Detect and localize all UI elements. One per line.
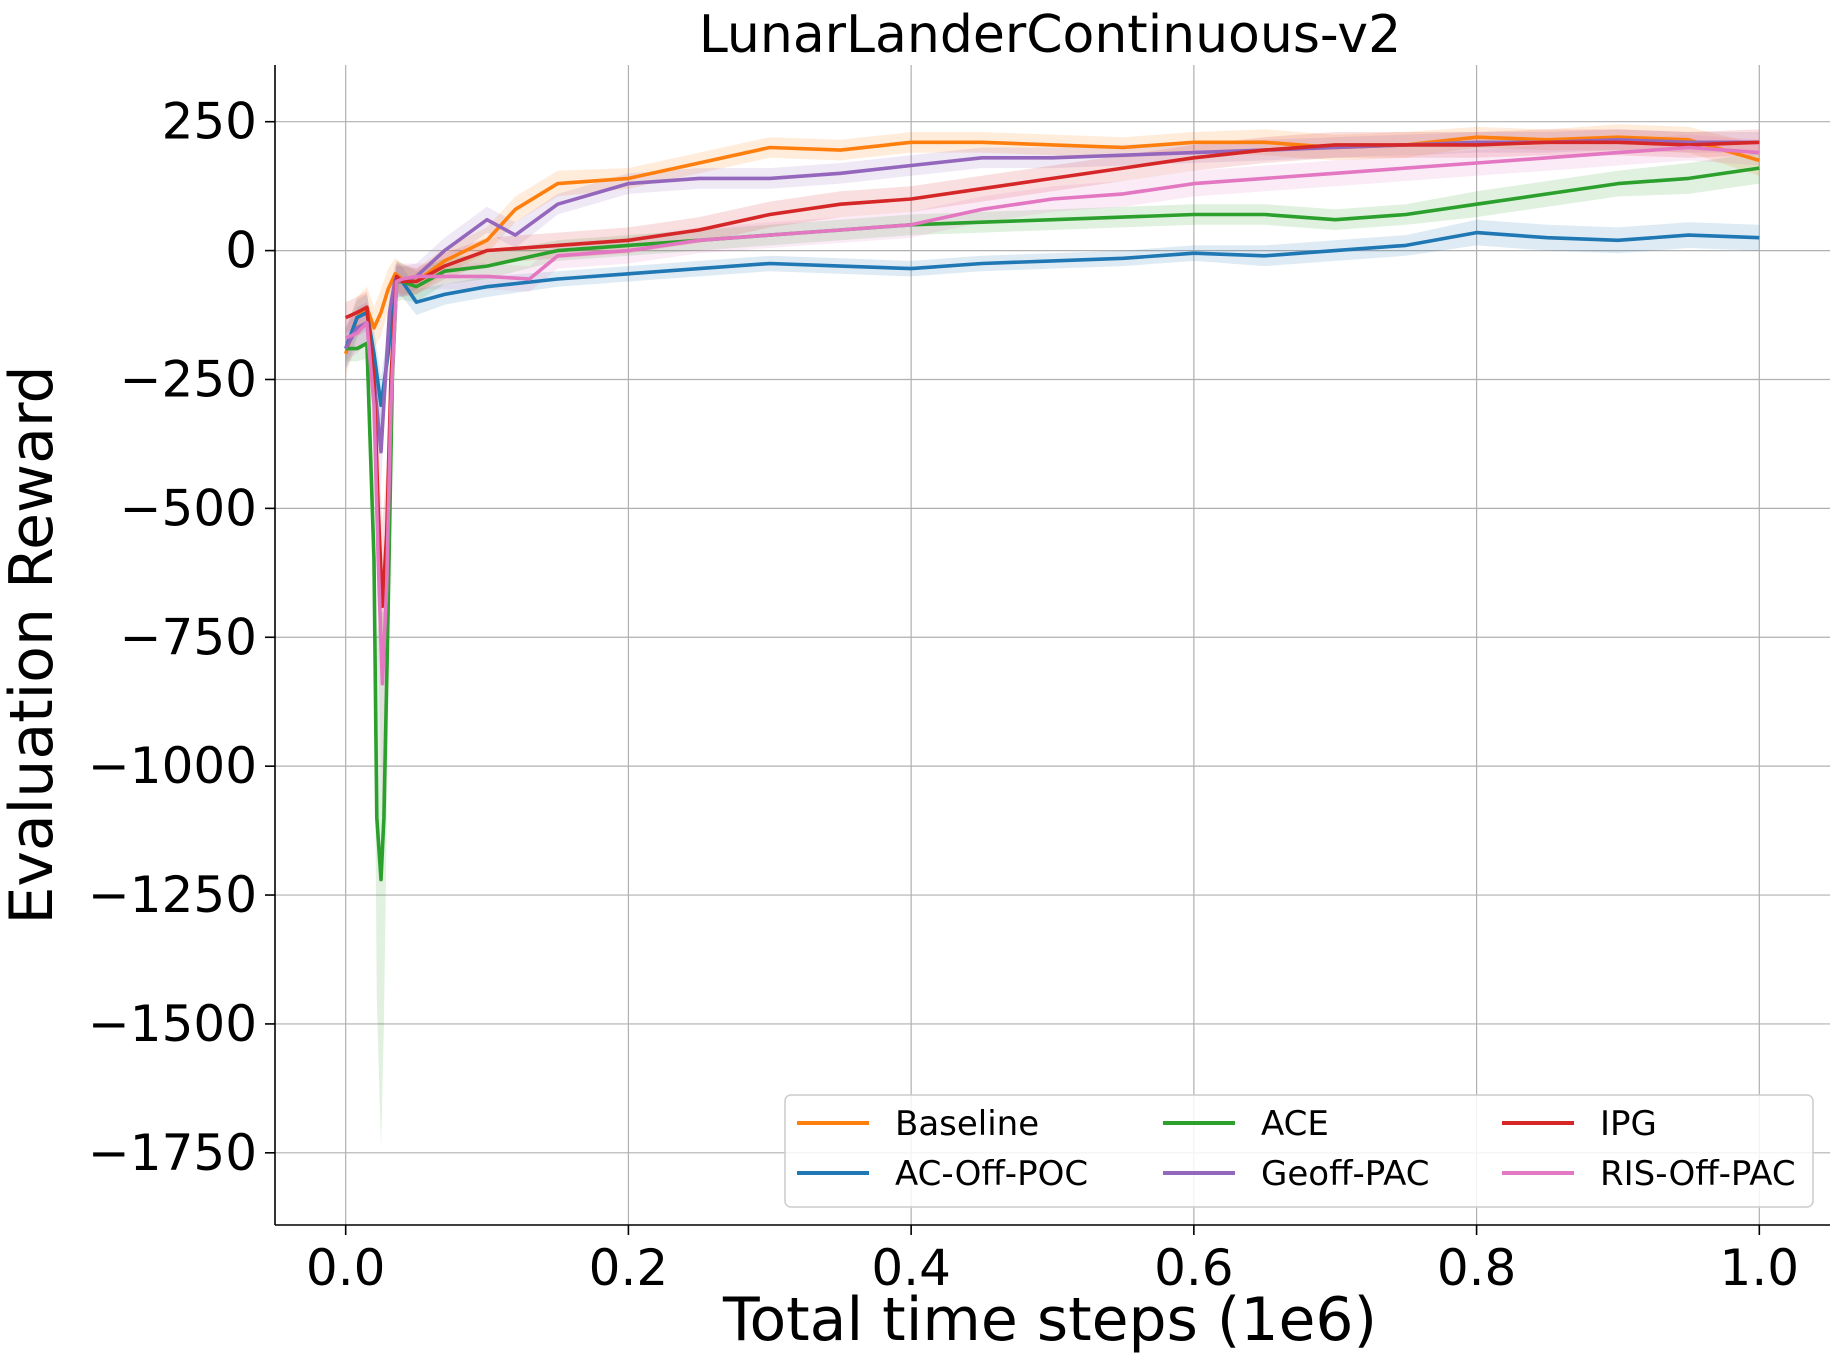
y-tick-label: −1500 (88, 995, 257, 1053)
grid-lines (275, 65, 1830, 1225)
y-axis-ticks: 250 0 −250 −500 −750 −1000 −1250 −1500 −1750 (88, 93, 275, 1182)
y-tick-label: −750 (120, 608, 257, 666)
legend-entry-ac-off-poc: AC-Off-POC (895, 1154, 1088, 1194)
confidence-bands (345, 124, 1760, 1148)
band-ac-off-poc (345, 219, 1760, 434)
x-tick-label: 0.8 (1437, 1239, 1517, 1297)
legend-entry-baseline: Baseline (895, 1104, 1039, 1144)
legend-entry-ace: ACE (1261, 1104, 1329, 1144)
y-tick-label: −500 (120, 479, 257, 537)
legend-entry-geoff-pac: Geoff-PAC (1261, 1154, 1430, 1194)
y-tick-label: −1250 (88, 866, 257, 924)
series-line-ace (345, 166, 1760, 882)
series-line-ris-off-pac (344, 145, 1760, 686)
chart-title: LunarLanderContinuous-v2 (699, 5, 1401, 65)
x-tick-label: 0.0 (306, 1239, 386, 1297)
legend: Baseline AC-Off-POC ACE Geoff-PAC IPG RIS-Off… (784, 1094, 1814, 1208)
x-axis-ticks: 0.0 0.2 0.4 0.6 0.8 1.0 (306, 1225, 1799, 1297)
band-baseline (345, 124, 1760, 377)
y-tick-label: 250 (162, 93, 257, 151)
series-line-ipg (344, 140, 1760, 609)
series-lines (343, 135, 1760, 882)
y-tick-label: 0 (225, 222, 257, 280)
x-tick-label: 1.0 (1720, 1239, 1800, 1297)
band-ace (345, 152, 1760, 1148)
legend-entry-ipg: IPG (1600, 1104, 1657, 1144)
y-tick-label: −1750 (88, 1124, 257, 1182)
x-tick-label: 0.4 (871, 1239, 951, 1297)
y-axis-label: Evaluation Reward (0, 365, 67, 924)
y-tick-label: −250 (120, 350, 257, 408)
x-tick-label: 0.2 (589, 1239, 669, 1297)
legend-entry-ris-off-pac: RIS-Off-PAC (1600, 1154, 1796, 1194)
y-tick-label: −1000 (88, 737, 257, 795)
x-tick-label: 0.6 (1154, 1239, 1234, 1297)
x-axis-label: Total time steps (1e6) (722, 1285, 1377, 1355)
axes (274, 65, 1830, 1226)
